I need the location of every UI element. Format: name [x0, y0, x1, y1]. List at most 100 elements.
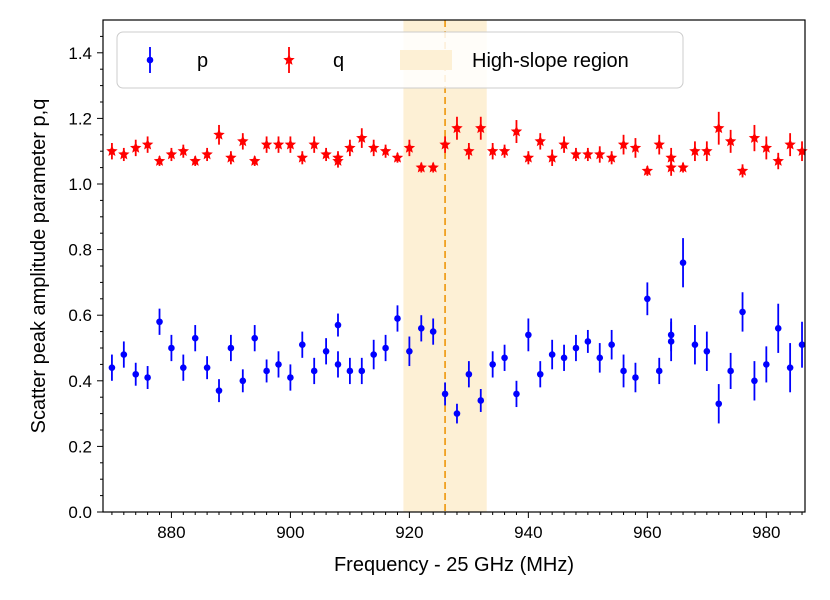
y-tick-label: 0.6 [68, 306, 92, 325]
q-point [165, 148, 178, 160]
q-point [439, 138, 451, 150]
y-tick-label: 1.2 [68, 109, 92, 128]
legend: p q High-slope region [116, 31, 684, 89]
q-point [570, 148, 582, 160]
p-point [739, 308, 746, 316]
p-point [667, 331, 675, 339]
q-point [344, 141, 356, 153]
q-point [546, 151, 558, 163]
q-point [510, 125, 523, 137]
q-point [427, 161, 439, 173]
q-point [308, 138, 320, 150]
p-point [525, 331, 532, 339]
p-point [334, 321, 342, 329]
q-point [475, 122, 487, 134]
p-point [180, 364, 187, 371]
p-point [215, 387, 223, 394]
p-point [334, 361, 342, 368]
p-point [798, 341, 806, 349]
q-point [367, 141, 380, 153]
q-point [713, 122, 725, 134]
p-point [346, 367, 354, 375]
q-point [498, 145, 511, 157]
series-p [108, 238, 806, 424]
x-tick-label: 900 [276, 523, 304, 542]
p-point [465, 370, 473, 378]
q-point [522, 151, 535, 163]
y-tick-label: 1.0 [68, 175, 92, 194]
q-point [558, 138, 570, 150]
legend-band-swatch [400, 50, 452, 70]
p-point [394, 315, 401, 322]
q-point [130, 141, 142, 153]
q-point [677, 161, 689, 173]
p-point [132, 370, 140, 378]
q-point [605, 151, 618, 163]
q-point [391, 151, 404, 163]
p-point [584, 338, 592, 345]
q-point [463, 145, 475, 157]
p-point [501, 354, 508, 362]
band-layer [403, 20, 487, 512]
q-point [486, 145, 499, 157]
series-layer [106, 111, 808, 424]
legend-q-marker [283, 54, 295, 65]
p-point [644, 295, 651, 303]
q-point [118, 148, 130, 160]
p-point [120, 351, 128, 358]
q-point [665, 161, 677, 173]
legend-label-high-slope: High-slope region [472, 50, 629, 72]
p-point [287, 374, 294, 381]
p-point [358, 367, 366, 375]
p-point [429, 328, 437, 335]
q-point [748, 132, 761, 143]
q-point [177, 145, 190, 157]
q-point [629, 141, 642, 153]
p-point [536, 370, 544, 378]
q-point [356, 132, 368, 143]
p-point [406, 347, 413, 355]
q-point [153, 155, 166, 166]
p-point [191, 334, 199, 342]
p-point [596, 354, 604, 362]
q-point [141, 138, 154, 150]
q-point [249, 155, 261, 166]
p-point [298, 341, 306, 349]
q-point [653, 138, 665, 150]
p-point [453, 410, 461, 417]
p-point [632, 374, 639, 381]
ticks-layer: 880 900 920 940 960 980 0.0 0.2 0.4 0.6 0.8 1.0 1.2 1… [68, 35, 803, 542]
p-point [763, 361, 770, 368]
p-point [227, 344, 235, 352]
p-point [489, 361, 496, 368]
q-point [296, 151, 308, 163]
y-tick-label: 0.8 [68, 241, 92, 260]
p-point [251, 334, 259, 342]
q-point [225, 151, 237, 163]
q-point [213, 128, 225, 140]
q-point [260, 138, 273, 150]
q-point [736, 164, 749, 176]
q-point [689, 145, 701, 157]
q-point [284, 138, 297, 150]
y-tick-label: 0.0 [68, 503, 92, 522]
p-point [727, 367, 734, 375]
x-tick-label: 880 [157, 523, 185, 542]
x-tick-label: 960 [633, 523, 661, 542]
y-tick-label: 0.4 [68, 372, 92, 391]
q-point [582, 148, 594, 160]
q-point [237, 135, 249, 147]
x-tick-label: 940 [514, 523, 542, 542]
q-point [724, 135, 737, 147]
q-point [772, 155, 784, 166]
p-point [370, 351, 377, 358]
p-point [144, 374, 151, 381]
q-point [320, 148, 332, 160]
q-point [760, 141, 773, 153]
q-point [332, 155, 344, 166]
p-point [477, 397, 485, 404]
q-point [403, 141, 416, 153]
p-point [655, 367, 663, 375]
y-tick-label: 0.2 [68, 437, 92, 456]
p-point [774, 325, 782, 332]
